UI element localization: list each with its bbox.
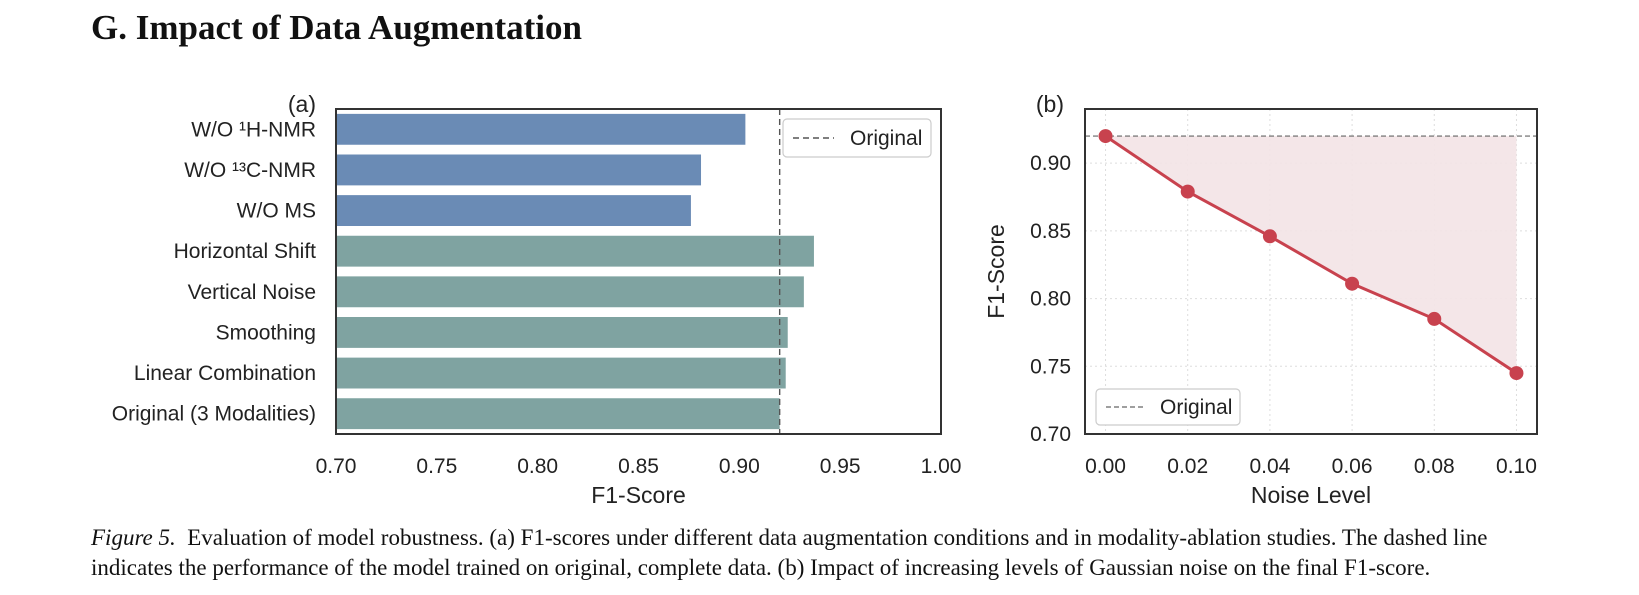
panel-label: (b): [1036, 91, 1064, 117]
legend-box: [782, 118, 932, 158]
series-line: [1104, 134, 1518, 375]
figure-caption: Figure 5. Evaluation of model robustness…: [91, 523, 1571, 583]
plot-frame: [335, 108, 942, 435]
y-axis-label: F1-Score: [983, 224, 1009, 319]
category-label: Vertical Noise: [188, 281, 316, 304]
x-tick-label: 0.06: [1332, 455, 1373, 478]
panel-label: (a): [288, 91, 316, 117]
y-tick-label: 0.90: [1030, 152, 1071, 175]
bar-2: [336, 154, 702, 186]
data-point-1: [1098, 129, 1113, 144]
x-axis-label: F1-Score: [591, 482, 686, 508]
x-tick-label: 0.90: [719, 455, 760, 478]
bar-1: [336, 113, 746, 145]
legend: Original: [782, 118, 932, 158]
x-tick-label: 0.80: [517, 455, 558, 478]
panel-b-line-chart: 0.00 0.02 0.04 0.06 0.08 0.10 0.70 0.75 0.80 0.85…: [983, 91, 1538, 508]
y-tick-label: 0.70: [1030, 423, 1071, 446]
legend-box: [1095, 388, 1241, 426]
figure-5: W/O ¹H-NMR W/O ¹³C-NMR W/O MS Horizontal Sh…: [112, 91, 1538, 508]
x-tick-label: 0.04: [1249, 455, 1290, 478]
performance-drop-area: [1105, 136, 1517, 374]
x-tick-label: 0.85: [618, 455, 659, 478]
legend-entry: Original: [1160, 396, 1232, 419]
x-tick-label: 0.00: [1085, 455, 1126, 478]
section-heading: G. Impact of Data Augmentation: [91, 8, 582, 47]
plot-frame: [1084, 108, 1538, 435]
legend-entry: Original: [850, 127, 922, 150]
category-label: W/O ¹³C-NMR: [184, 159, 316, 182]
caption-label: Figure 5.: [91, 525, 176, 550]
bar-3: [336, 195, 691, 226]
bar-4: [336, 235, 814, 267]
x-axis-label: Noise Level: [1251, 482, 1371, 508]
x-tick-label: 0.75: [416, 455, 457, 478]
legend: Original: [1095, 388, 1241, 426]
y-tick-label: 0.75: [1030, 355, 1071, 378]
x-tick-label: 0.08: [1414, 455, 1455, 478]
category-label: W/O MS: [237, 200, 316, 223]
category-label: Linear Combination: [134, 362, 316, 385]
x-tick-label: 0.95: [820, 455, 861, 478]
data-point-3: [1262, 229, 1277, 244]
bar-6: [336, 317, 788, 348]
category-label: Smoothing: [216, 321, 316, 344]
category-label: Original (3 Modalities): [112, 403, 316, 426]
x-tick-label: 0.02: [1167, 455, 1208, 478]
x-tick-label: 0.70: [316, 455, 357, 478]
y-tick-label: 0.85: [1030, 220, 1071, 243]
panel-a-bar-chart: W/O ¹H-NMR W/O ¹³C-NMR W/O MS Horizontal Sh…: [112, 91, 962, 508]
data-point-4: [1345, 276, 1360, 291]
x-tick-label: 1.00: [921, 455, 962, 478]
bar-8: [336, 398, 780, 430]
data-point-6: [1509, 366, 1524, 381]
x-tick-label: 0.10: [1496, 455, 1537, 478]
y-tick-label: 0.80: [1030, 288, 1071, 311]
category-label: W/O ¹H-NMR: [191, 118, 316, 141]
caption-text: Evaluation of model robustness. (a) F1-s…: [91, 525, 1488, 580]
category-label: Horizontal Shift: [174, 240, 317, 263]
bar-5: [336, 276, 804, 308]
data-point-5: [1427, 311, 1442, 326]
data-point-2: [1180, 184, 1195, 199]
bar-7: [336, 357, 786, 389]
